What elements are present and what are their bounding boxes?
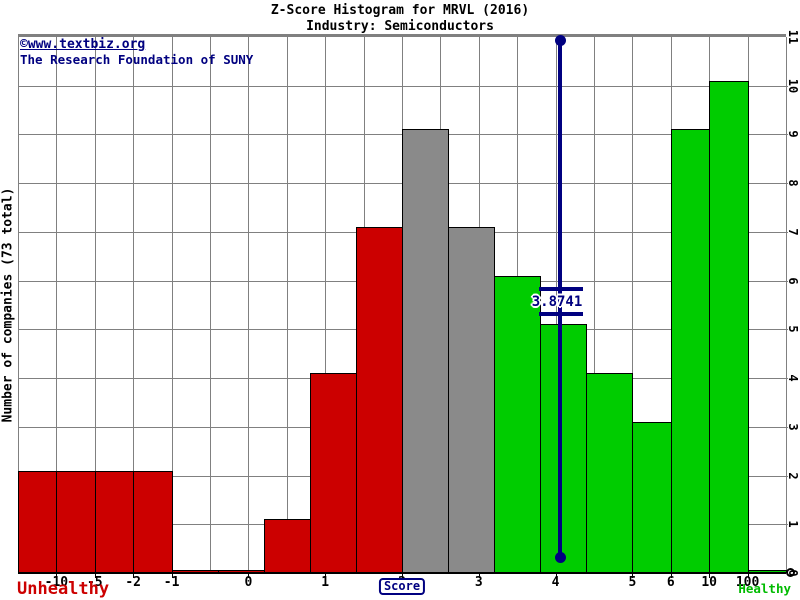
histogram-bar <box>402 129 450 573</box>
x-tick-label: 0 <box>244 575 253 590</box>
x-tick-label: -2 <box>125 575 142 590</box>
grid-line-vertical <box>555 37 557 573</box>
y-tick-label: 10 <box>786 78 800 93</box>
x-tick-mark <box>670 574 672 578</box>
x-tick-mark <box>747 574 749 578</box>
y-tick-label: 3 <box>786 423 800 431</box>
grid-line-vertical <box>94 37 96 573</box>
grid-line-horizontal <box>18 85 788 87</box>
x-tick-label: 6 <box>666 575 675 590</box>
zscore-marker-bottom-dot <box>555 552 566 563</box>
y-tick-label: 0 <box>786 569 800 577</box>
y-tick-label: 2 <box>786 471 800 480</box>
y-axis-title: Number of companies (73 total) <box>0 187 16 423</box>
y-tick-label: 4 <box>786 374 800 382</box>
chart-title: Z-Score Histogram for MRVL (2016) <box>270 3 530 18</box>
foundation-label: The Research Foundation of SUNY <box>20 52 254 67</box>
x-tick-label: -5 <box>86 575 103 590</box>
grid-line-vertical <box>632 37 634 573</box>
x-tick-mark <box>555 574 557 578</box>
y-tick-label: 6 <box>786 277 800 285</box>
x-axis-line <box>18 572 786 574</box>
histogram-bar <box>355 227 403 573</box>
healthy-label: Healthy <box>738 581 791 596</box>
x-tick-mark <box>94 574 96 578</box>
histogram-bar <box>632 422 672 573</box>
zscore-marker-lower-crossbar <box>539 312 583 316</box>
plot-left-border <box>18 37 19 573</box>
chart-subtitle: Industry: Semiconductors <box>306 19 494 34</box>
x-tick-mark <box>248 574 250 578</box>
x-tick-label: 100 <box>735 575 760 590</box>
grid-line-vertical <box>786 37 787 573</box>
y-tick-label: 9 <box>786 130 800 139</box>
unhealthy-label: Unhealthy <box>17 579 110 599</box>
histogram-bar <box>670 129 711 573</box>
x-tick-label: 3 <box>474 575 483 590</box>
x-tick-label: -10 <box>44 575 69 590</box>
grid-line-vertical <box>248 37 250 573</box>
histogram-bar <box>494 276 542 573</box>
zscore-marker-line <box>558 40 562 557</box>
histogram-bar <box>94 471 135 573</box>
x-tick-label: 10 <box>701 575 718 590</box>
histogram-bar <box>448 227 496 573</box>
grid-line-vertical <box>325 37 327 573</box>
x-tick-label: 5 <box>628 575 637 590</box>
x-tick-mark <box>632 574 634 578</box>
grid-line-vertical <box>133 37 135 573</box>
x-tick-label: 4 <box>551 575 560 590</box>
histogram-bar <box>56 471 96 573</box>
copyright-link[interactable]: ©www.textbiz.org <box>20 37 146 52</box>
x-tick-label: 1 <box>321 575 330 590</box>
plot-top-border <box>18 34 786 37</box>
grid-line-vertical <box>286 37 288 573</box>
grid-line-vertical <box>210 37 211 573</box>
axis-end-circle <box>786 568 795 577</box>
x-tick-label: -1 <box>163 575 180 590</box>
x-tick-mark <box>133 574 135 578</box>
histogram-bar <box>586 373 634 573</box>
x-tick-mark <box>325 574 327 578</box>
histogram-bar <box>18 471 58 573</box>
histogram-bar <box>309 373 357 573</box>
histogram-bar <box>133 471 173 573</box>
histogram-bar <box>709 81 749 573</box>
y-tick-label: 8 <box>786 179 800 187</box>
histogram-bar <box>540 324 588 573</box>
zscore-marker-upper-crossbar <box>539 287 583 291</box>
x-tick-mark <box>478 574 480 578</box>
x-tick-mark <box>709 574 711 578</box>
x-tick-mark <box>56 574 58 578</box>
y-tick-label: 11 <box>786 29 800 45</box>
x-tick-mark <box>402 574 403 578</box>
grid-line-vertical <box>171 37 173 573</box>
grid-line-vertical <box>594 37 595 573</box>
zscore-marker-top-dot <box>555 35 566 46</box>
histogram-bar <box>263 519 311 573</box>
x-axis-label: Score <box>378 578 426 595</box>
zscore-value-label: 3.8741 <box>531 294 583 310</box>
y-tick-label: 1 <box>786 520 800 528</box>
y-tick-label: 7 <box>786 228 800 236</box>
y-tick-label: 5 <box>786 325 800 333</box>
grid-line-vertical <box>56 37 58 573</box>
x-tick-mark <box>171 574 173 578</box>
